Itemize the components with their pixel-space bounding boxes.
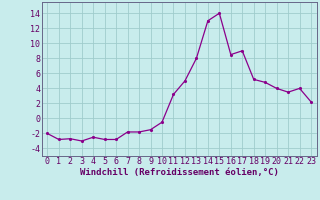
- X-axis label: Windchill (Refroidissement éolien,°C): Windchill (Refroidissement éolien,°C): [80, 168, 279, 177]
